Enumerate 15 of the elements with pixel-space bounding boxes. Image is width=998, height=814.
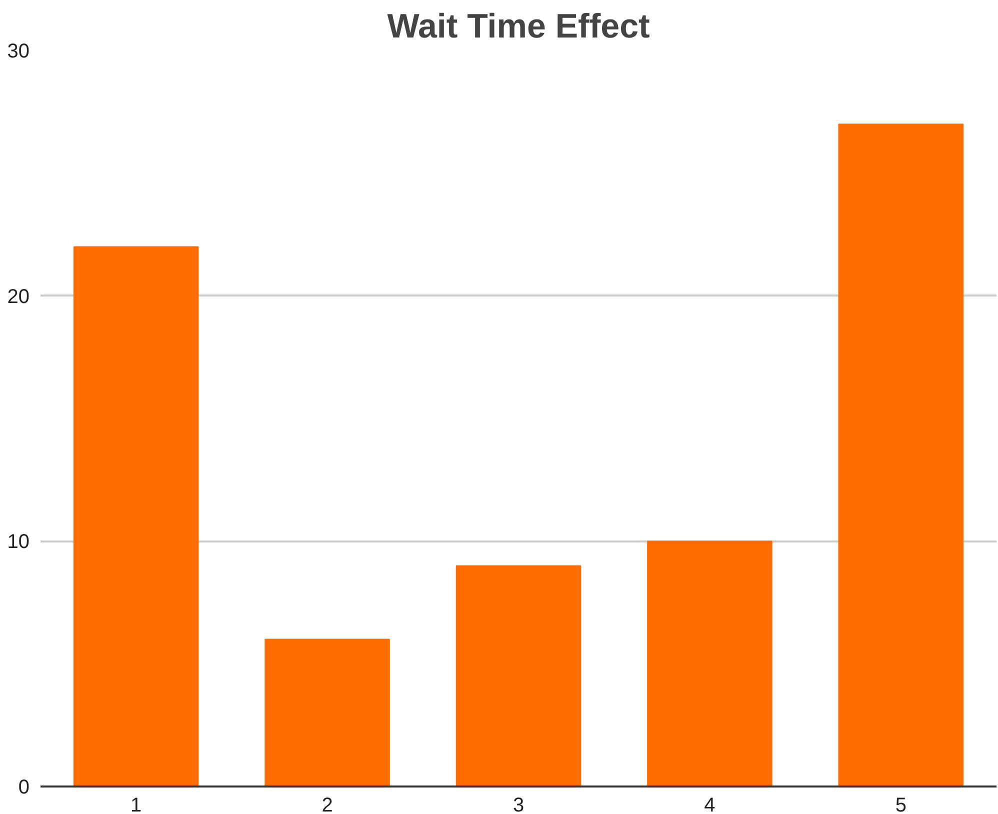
- y-tick-label: 20: [7, 286, 30, 308]
- x-tick-label: 5: [895, 794, 906, 814]
- y-tick-label: 0: [18, 776, 30, 798]
- y-tick-label: 30: [7, 40, 30, 62]
- bar: [264, 638, 390, 786]
- y-tick-label: 10: [7, 531, 30, 554]
- x-tick-label: 2: [322, 794, 333, 814]
- bar: [456, 565, 582, 786]
- x-tick-label: 4: [704, 794, 716, 814]
- x-tick-label: 1: [130, 794, 142, 814]
- bar: [838, 124, 964, 786]
- chart-title: Wait Time Effect: [387, 8, 650, 46]
- bar: [647, 540, 772, 786]
- x-tick-label: 3: [512, 794, 524, 814]
- bar: [73, 246, 199, 786]
